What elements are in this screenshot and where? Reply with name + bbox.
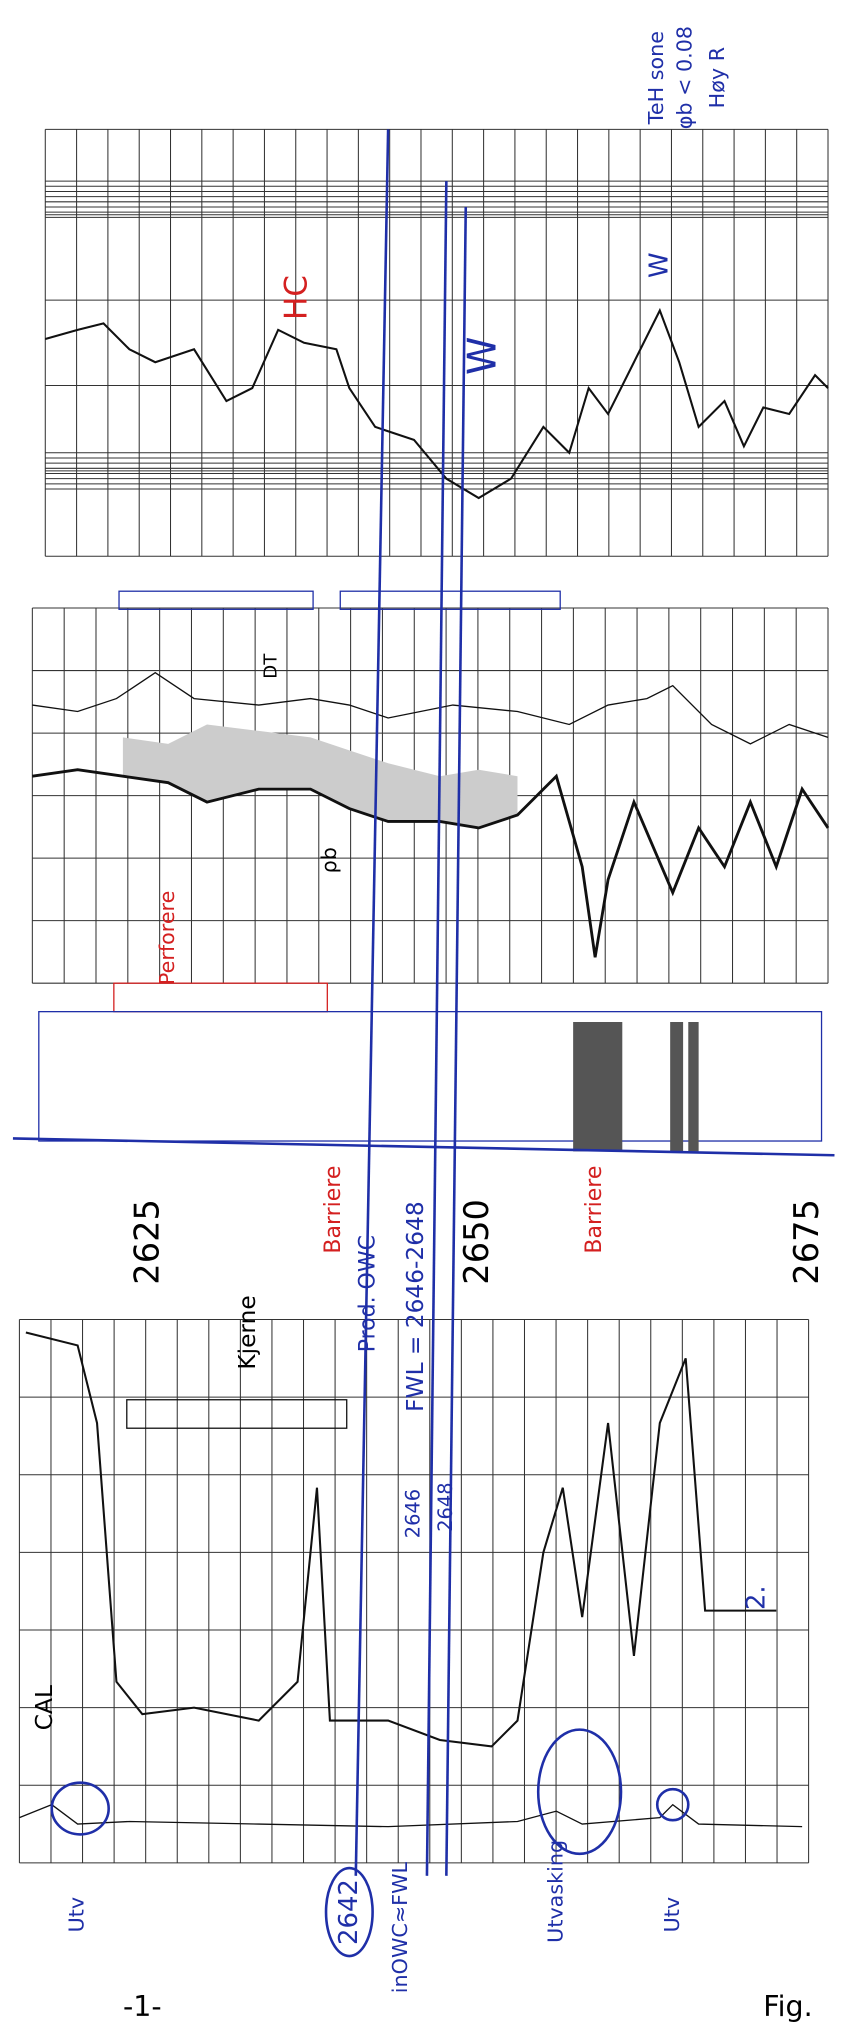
annotation: 2642	[334, 1879, 364, 1945]
annotation: W	[644, 252, 674, 278]
annotation: Utvasking	[543, 1840, 567, 1943]
core-interval	[127, 1400, 347, 1428]
perforation-box	[114, 983, 327, 1011]
annotation: φb < 0.08	[673, 26, 697, 129]
annotation: Høy R	[705, 47, 729, 108]
annotation: DT	[261, 653, 282, 679]
annotation: Prod. OWC	[356, 1235, 381, 1352]
figure-label: Fig.	[763, 1990, 812, 2023]
annotation: CAL	[31, 1685, 58, 1730]
annotation: HC	[279, 275, 315, 320]
annotation: inOWC≈FWL	[388, 1861, 412, 1993]
annotation: ρb	[317, 847, 341, 873]
depth-label: 2650	[457, 1199, 496, 1285]
contact-line	[427, 181, 446, 1876]
well-log: 2625 2650 2675 TeH sone φb < 0.08 Høy R …	[0, 0, 850, 2044]
coal-bed	[688, 1022, 698, 1151]
annotation: 2646	[402, 1489, 425, 1538]
page: 2625 2650 2675 TeH sone φb < 0.08 Høy R …	[0, 0, 850, 2044]
perf-interval	[340, 591, 560, 609]
annotation: W	[461, 337, 506, 375]
annotation: 2.	[741, 1585, 771, 1610]
annotation: Kjerne	[234, 1295, 261, 1369]
coal-bed	[670, 1022, 683, 1151]
gamma-curve	[26, 1332, 776, 1746]
grids	[19, 129, 828, 1863]
contact-line	[356, 129, 388, 1875]
annotation: FWL = 2646-2648	[402, 1201, 429, 1411]
page-number: -1-	[123, 1990, 162, 2023]
annotation: Perforere	[155, 891, 179, 985]
annotation: Barriere	[582, 1166, 607, 1254]
depth-label: 2625	[127, 1199, 166, 1285]
perf-interval	[119, 591, 313, 609]
annotation: Barriere	[321, 1166, 346, 1254]
coal-bed	[573, 1022, 622, 1151]
annotation: Utv	[65, 1897, 89, 1932]
annotation: 2648	[434, 1482, 457, 1531]
lithology-column	[39, 1012, 822, 1141]
contact-line	[446, 207, 465, 1876]
circle	[538, 1730, 621, 1854]
annotation: TeH sone	[644, 31, 668, 125]
annotation: Utv	[660, 1897, 684, 1932]
resistivity-curve	[45, 310, 828, 498]
depth-label: 2675	[787, 1199, 826, 1285]
circle	[52, 1783, 109, 1835]
